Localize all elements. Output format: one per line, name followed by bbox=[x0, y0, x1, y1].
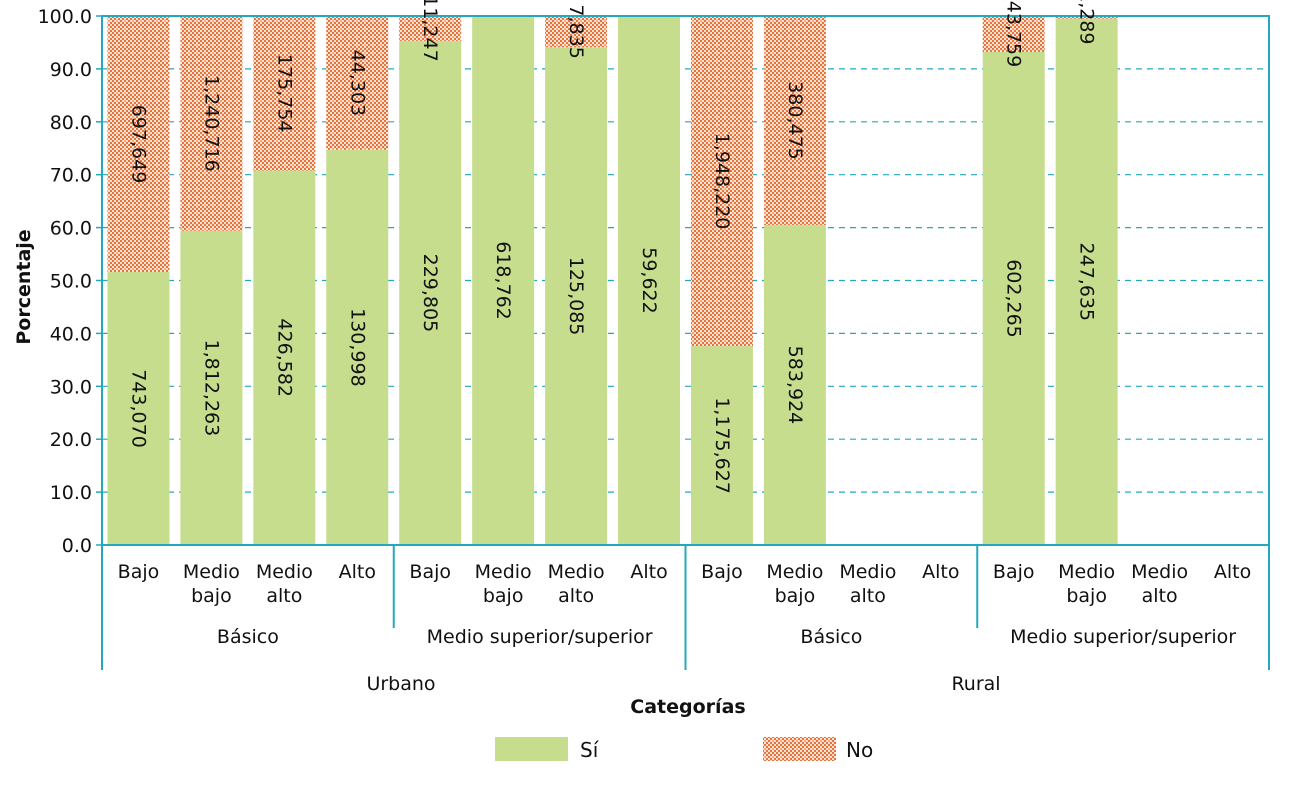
label-si: 583,924 bbox=[784, 346, 806, 425]
y-tick-label: 20.0 bbox=[50, 429, 92, 451]
bar-no bbox=[399, 16, 462, 41]
label-no: 697,649 bbox=[127, 105, 149, 184]
y-axis-ticks: 0.0 10.0 20.0 30.0 40.0 50.0 60.0 70.0 80.0 90.0 1… bbox=[38, 6, 102, 557]
x-category-label: alto bbox=[1142, 585, 1178, 607]
x-category-label: Bajo bbox=[701, 561, 743, 583]
bar-no bbox=[690, 16, 753, 347]
x-category-label: alto bbox=[850, 585, 886, 607]
label-no: 1,289 bbox=[1076, 0, 1098, 45]
bar-no bbox=[180, 16, 243, 231]
x-category-label: Alto bbox=[339, 561, 376, 583]
y-tick-label: 50.0 bbox=[50, 271, 92, 293]
y-tick-label: 80.0 bbox=[50, 112, 92, 134]
bar-si bbox=[107, 272, 170, 545]
bar-si bbox=[472, 16, 535, 545]
y-tick-label: 40.0 bbox=[50, 323, 92, 345]
x-category-label: Alto bbox=[630, 561, 667, 583]
x-category-label: Medio bbox=[548, 561, 605, 583]
y-axis-label: Porcentaje bbox=[13, 229, 35, 344]
label-no: 44,303 bbox=[346, 50, 368, 116]
x-category-label: bajo bbox=[1066, 585, 1107, 607]
x-supergroup-label: Rural bbox=[951, 673, 1000, 695]
x-category-label: bajo bbox=[483, 585, 524, 607]
bar-si bbox=[982, 51, 1045, 546]
label-si: 130,998 bbox=[346, 308, 368, 387]
x-category-label: alto bbox=[266, 585, 302, 607]
label-si: 1,175,627 bbox=[711, 397, 733, 494]
bar-si bbox=[326, 149, 389, 545]
bar-si bbox=[1055, 18, 1118, 545]
x-category-label: Medio bbox=[1131, 561, 1188, 583]
x-category-label: Medio bbox=[475, 561, 532, 583]
x-category-label: alto bbox=[558, 585, 594, 607]
label-si: 618,762 bbox=[492, 241, 514, 320]
label-no: 175,754 bbox=[273, 54, 295, 133]
label-si: 247,635 bbox=[1076, 243, 1098, 322]
label-no: 11,247 bbox=[419, 0, 441, 62]
legend-label-no: No bbox=[846, 738, 873, 762]
bar-no bbox=[982, 16, 1045, 52]
y-tick-label: 10.0 bbox=[50, 482, 92, 504]
x-category-label: Bajo bbox=[409, 561, 451, 583]
label-no: 1,240,716 bbox=[200, 75, 222, 172]
x-category-label: Medio bbox=[256, 561, 313, 583]
x-category-label: bajo bbox=[191, 585, 232, 607]
x-category-label: Medio bbox=[183, 561, 240, 583]
x-category-label: Bajo bbox=[993, 561, 1035, 583]
x-category-label: Alto bbox=[1214, 561, 1251, 583]
label-si: 426,582 bbox=[273, 318, 295, 397]
y-tick-label: 90.0 bbox=[50, 59, 92, 81]
bar-no bbox=[326, 16, 389, 150]
x-category-label: Medio bbox=[766, 561, 823, 583]
bar-si bbox=[763, 224, 826, 545]
label-si: 602,265 bbox=[1003, 259, 1025, 338]
bars bbox=[107, 16, 1118, 546]
bar-si bbox=[690, 346, 753, 545]
x-category-label: bajo bbox=[775, 585, 816, 607]
x-category-label: Medio bbox=[839, 561, 896, 583]
bar-si bbox=[253, 170, 316, 545]
y-tick-label: 60.0 bbox=[50, 218, 92, 240]
label-no: 380,475 bbox=[784, 81, 806, 160]
x-group-label: Básico bbox=[800, 626, 862, 648]
x-axis-label: Categorías bbox=[630, 696, 745, 718]
x-category-label: Bajo bbox=[118, 561, 160, 583]
y-tick-label: 30.0 bbox=[50, 376, 92, 398]
bar-no bbox=[253, 16, 316, 171]
label-si: 743,070 bbox=[127, 369, 149, 448]
bar-si bbox=[618, 16, 681, 545]
bar-no bbox=[107, 16, 170, 273]
legend-swatch-no bbox=[763, 737, 836, 761]
y-tick-label: 70.0 bbox=[50, 165, 92, 187]
legend-label-si: Sí bbox=[580, 738, 600, 762]
segment-labels: 743,070 697,649 1,812,263 1,240,716 426,582 1… bbox=[127, 0, 1097, 494]
bar-no bbox=[1055, 16, 1118, 19]
bar-si bbox=[545, 47, 608, 545]
bar-no bbox=[545, 16, 608, 48]
y-tick-label: 0.0 bbox=[62, 535, 92, 557]
bar-no bbox=[763, 16, 826, 225]
label-no: 7,835 bbox=[565, 4, 587, 58]
label-si: 125,085 bbox=[565, 257, 587, 336]
legend: Sí No bbox=[495, 737, 873, 762]
y-tick-label: 100.0 bbox=[38, 6, 92, 28]
label-no: 1,948,220 bbox=[711, 133, 733, 230]
x-group-label: Medio superior/superior bbox=[1010, 626, 1236, 648]
x-category-label: Medio bbox=[1058, 561, 1115, 583]
x-supergroup-label: Urbano bbox=[366, 673, 435, 695]
bar-si bbox=[180, 230, 243, 546]
label-no: 43,759 bbox=[1003, 1, 1025, 67]
legend-swatch-si bbox=[495, 737, 568, 761]
bar-si bbox=[399, 40, 462, 545]
x-group-label: Medio superior/superior bbox=[427, 626, 653, 648]
label-si: 1,812,263 bbox=[200, 340, 222, 437]
label-si: 229,805 bbox=[419, 254, 441, 333]
x-group-label: Básico bbox=[217, 626, 279, 648]
x-category-label: Alto bbox=[922, 561, 959, 583]
label-si: 59,622 bbox=[638, 247, 660, 313]
